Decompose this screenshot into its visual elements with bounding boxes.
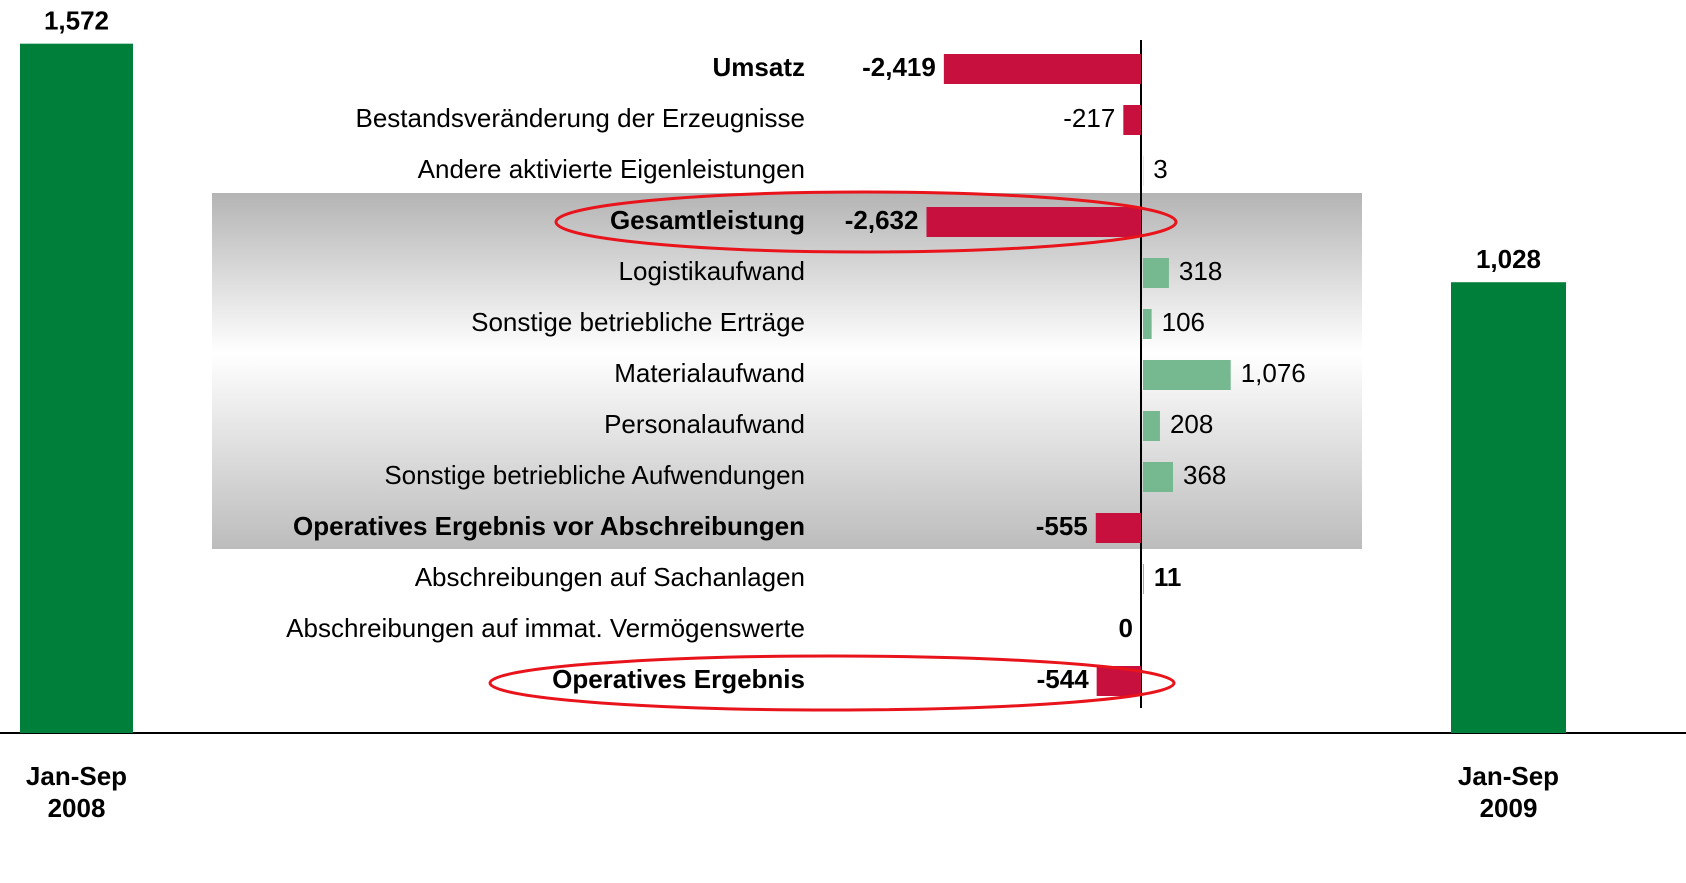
value-label: -2,632 [845, 205, 919, 235]
row-label: Bestandsveränderung der Erzeugnisse [355, 103, 805, 133]
row-label: Umsatz [713, 52, 805, 82]
row-label: Materialaufwand [614, 358, 805, 388]
bar [1143, 360, 1231, 390]
value-label: -555 [1036, 511, 1088, 541]
value-label: 11 [1154, 562, 1182, 592]
total-bar [20, 43, 133, 734]
value-label: 106 [1162, 307, 1205, 337]
bar [1143, 258, 1169, 288]
value-label: 0 [1119, 613, 1133, 643]
value-label: 318 [1179, 256, 1222, 286]
row-label: Logistikaufwand [619, 256, 805, 286]
value-label: 1,076 [1241, 358, 1306, 388]
bar [1143, 411, 1160, 441]
row-label: Operatives Ergebnis vor Abschreibungen [293, 511, 805, 541]
row-label: Abschreibungen auf Sachanlagen [415, 562, 805, 592]
bar [943, 54, 1141, 84]
bar [1143, 462, 1173, 492]
value-label: 3 [1153, 154, 1167, 184]
total-bar [1451, 282, 1566, 733]
bar [1123, 105, 1141, 135]
highlight-ellipse [488, 654, 1176, 712]
row-label: Operatives Ergebnis [552, 664, 805, 694]
total-label: 1,028 [1476, 244, 1541, 274]
row-label: Gesamtleistung [610, 205, 805, 235]
row-label: Sonstige betriebliche Aufwendungen [384, 460, 805, 490]
value-label: 368 [1183, 460, 1226, 490]
row-label: Andere aktivierte Eigenleistungen [418, 154, 805, 184]
category-label: Jan-Sep 2009 [1457, 761, 1560, 823]
bar [1143, 564, 1144, 594]
row-label: Abschreibungen auf immat. Vermögenswerte [286, 613, 805, 643]
value-label: -2,419 [862, 52, 936, 82]
bar [1095, 513, 1141, 543]
highlight-ellipse [554, 190, 1178, 254]
row-label: Sonstige betriebliche Erträge [471, 307, 805, 337]
value-label: -544 [1037, 664, 1090, 694]
bar [1143, 309, 1152, 339]
total-label: 1,572 [44, 6, 109, 36]
value-label: -217 [1063, 103, 1115, 133]
row-label: Personalaufwand [604, 409, 805, 439]
category-label: Jan-Sep 2008 [25, 761, 128, 823]
value-label: 208 [1170, 409, 1213, 439]
bar [926, 207, 1141, 237]
